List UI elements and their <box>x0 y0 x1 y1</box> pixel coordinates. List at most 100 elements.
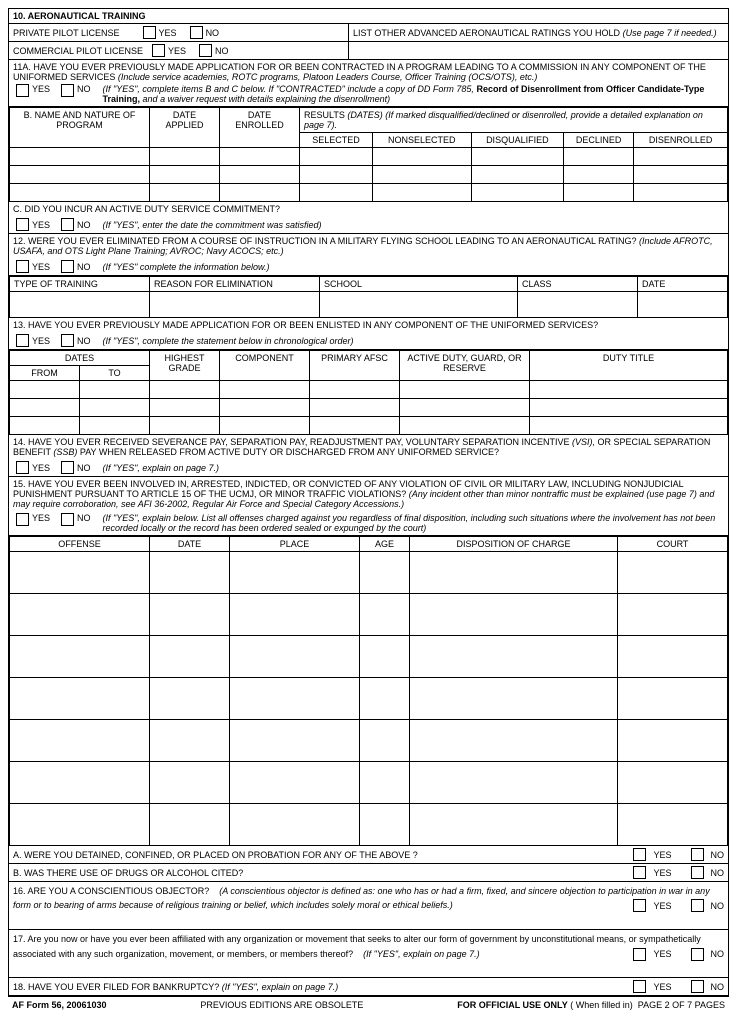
table-row[interactable] <box>10 148 728 166</box>
table-row[interactable] <box>10 804 728 846</box>
s17-no-checkbox[interactable] <box>691 948 704 961</box>
table-row[interactable] <box>10 381 728 399</box>
table-row[interactable] <box>10 636 728 678</box>
s15b-no-checkbox[interactable] <box>691 866 704 879</box>
table-row[interactable] <box>10 552 728 594</box>
col-duty-title: DUTY TITLE <box>530 351 728 381</box>
form-footer: AF Form 56, 20061030 PREVIOUS EDITIONS A… <box>8 996 729 1013</box>
col-afsc: PRIMARY AFSC <box>310 351 400 381</box>
yes-label: YES <box>159 28 177 38</box>
s16-text: 16. ARE YOU A CONSCIENTIOUS OBJECTOR? (A… <box>13 884 724 913</box>
col-reason: REASON FOR ELIMINATION <box>150 277 320 292</box>
section-11b-table: B. NAME AND NATURE OF PROGRAM DATE APPLI… <box>9 107 728 202</box>
col-grade: HIGHEST GRADE <box>150 351 220 381</box>
s12-hint: (If "YES" complete the information below… <box>103 262 270 272</box>
section-13-text: 13. HAVE YOU EVER PREVIOUSLY MADE APPLIC… <box>9 318 728 332</box>
form-number: AF Form 56, 20061030 <box>12 1000 107 1010</box>
col-date: DATE <box>150 537 230 552</box>
table-row[interactable] <box>10 417 728 435</box>
s12-no-checkbox[interactable] <box>61 260 74 273</box>
col-age: AGE <box>360 537 410 552</box>
af-form-56-page2: 10. AERONAUTICAL TRAINING PRIVATE PILOT … <box>8 8 729 996</box>
col-disqualified: DISQUALIFIED <box>471 133 563 148</box>
col-duty-type: ACTIVE DUTY, GUARD, OR RESERVE <box>400 351 530 381</box>
ppl-no-checkbox[interactable] <box>190 26 203 39</box>
yes-label: YES <box>168 46 186 56</box>
section-11c-header: C. DID YOU INCUR AN ACTIVE DUTY SERVICE … <box>9 202 728 216</box>
s12-yes-checkbox[interactable] <box>16 260 29 273</box>
col-from: FROM <box>10 366 80 381</box>
table-row[interactable] <box>10 166 728 184</box>
col-declined: DECLINED <box>563 133 633 148</box>
section-10-header: 10. AERONAUTICAL TRAINING <box>9 9 728 24</box>
s14-no-checkbox[interactable] <box>61 461 74 474</box>
s11c-hint: (If "YES", enter the date the commitment… <box>103 220 322 230</box>
table-row[interactable] <box>10 678 728 720</box>
s15-yes-checkbox[interactable] <box>16 513 29 526</box>
table-row[interactable] <box>10 399 728 417</box>
s11a-hint: (If "YES", complete items B and C below.… <box>103 84 724 104</box>
s16-yes-checkbox[interactable] <box>633 899 646 912</box>
obsolete-notice: PREVIOUS EDITIONS ARE OBSOLETE <box>107 1000 458 1010</box>
s11a-yes-checkbox[interactable] <box>16 84 29 97</box>
col-date: DATE <box>638 277 728 292</box>
section-15-text: 15. HAVE YOU EVER BEEN INVOLVED IN, ARRE… <box>9 477 728 511</box>
s17-text: 17. Are you now or have you ever been af… <box>13 932 724 961</box>
s11c-no-checkbox[interactable] <box>61 218 74 231</box>
col-results: RESULTS (DATES) (If marked disqualified/… <box>300 108 728 133</box>
s15a-text: A. WERE YOU DETAINED, CONFINED, OR PLACE… <box>13 850 418 860</box>
col-selected: SELECTED <box>300 133 373 148</box>
table-row[interactable] <box>10 762 728 804</box>
ppl-yes-checkbox[interactable] <box>143 26 156 39</box>
table-row[interactable] <box>10 594 728 636</box>
s17-yes-checkbox[interactable] <box>633 948 646 961</box>
col-type-training: TYPE OF TRAINING <box>10 277 150 292</box>
col-date-enrolled: DATE ENROLLED <box>220 108 300 148</box>
s15-no-checkbox[interactable] <box>61 513 74 526</box>
section-13-table: DATES HIGHEST GRADE COMPONENT PRIMARY AF… <box>9 350 728 435</box>
cpl-yes-checkbox[interactable] <box>152 44 165 57</box>
col-component: COMPONENT <box>220 351 310 381</box>
col-school: SCHOOL <box>320 277 518 292</box>
s18-yes-checkbox[interactable] <box>633 980 646 993</box>
col-offense: OFFENSE <box>10 537 150 552</box>
section-15-table: OFFENSE DATE PLACE AGE DISPOSITION OF CH… <box>9 536 728 846</box>
col-date-applied: DATE APPLIED <box>150 108 220 148</box>
other-ratings-label: LIST OTHER ADVANCED AERONAUTICAL RATINGS… <box>353 28 717 38</box>
section-12-text: 12. WERE YOU EVER ELIMINATED FROM A COUR… <box>9 234 728 258</box>
section-12-table: TYPE OF TRAINING REASON FOR ELIMINATION … <box>9 276 728 318</box>
col-disposition: DISPOSITION OF CHARGE <box>410 537 618 552</box>
fouo-notice: FOR OFFICIAL USE ONLY ( When filled in) … <box>457 1000 725 1010</box>
col-nonselected: NONSELECTED <box>372 133 471 148</box>
table-row[interactable] <box>10 720 728 762</box>
s15a-yes-checkbox[interactable] <box>633 848 646 861</box>
s15-hint: (If "YES", explain below. List all offen… <box>103 513 724 533</box>
cpl-label: COMMERCIAL PILOT LICENSE <box>13 46 143 56</box>
table-row[interactable] <box>10 184 728 202</box>
section-14-text: 14. HAVE YOU EVER RECEIVED SEVERANCE PAY… <box>9 435 728 459</box>
s13-hint: (If "YES", complete the statement below … <box>103 336 354 346</box>
s14-yes-checkbox[interactable] <box>16 461 29 474</box>
s15a-no-checkbox[interactable] <box>691 848 704 861</box>
s15b-yes-checkbox[interactable] <box>633 866 646 879</box>
col-dates: DATES <box>10 351 150 366</box>
col-to: TO <box>80 366 150 381</box>
s14-hint: (If "YES", explain on page 7.) <box>103 463 219 473</box>
table-row[interactable] <box>10 292 728 318</box>
s13-yes-checkbox[interactable] <box>16 334 29 347</box>
s11c-yes-checkbox[interactable] <box>16 218 29 231</box>
col-program: B. NAME AND NATURE OF PROGRAM <box>10 108 150 148</box>
ppl-label: PRIVATE PILOT LICENSE <box>13 28 120 38</box>
section-11a-text: 11A. HAVE YOU EVER PREVIOUSLY MADE APPLI… <box>9 60 728 82</box>
col-place: PLACE <box>230 537 360 552</box>
col-disenrolled: DISENROLLED <box>634 133 728 148</box>
s18-text: 18. HAVE YOU EVER FILED FOR BANKRUPTCY? … <box>13 982 338 992</box>
s15b-text: B. WAS THERE USE OF DRUGS OR ALCOHOL CIT… <box>13 868 243 878</box>
s18-no-checkbox[interactable] <box>691 980 704 993</box>
s13-no-checkbox[interactable] <box>61 334 74 347</box>
col-class: CLASS <box>518 277 638 292</box>
no-label: NO <box>215 46 229 56</box>
s16-no-checkbox[interactable] <box>691 899 704 912</box>
s11a-no-checkbox[interactable] <box>61 84 74 97</box>
cpl-no-checkbox[interactable] <box>199 44 212 57</box>
